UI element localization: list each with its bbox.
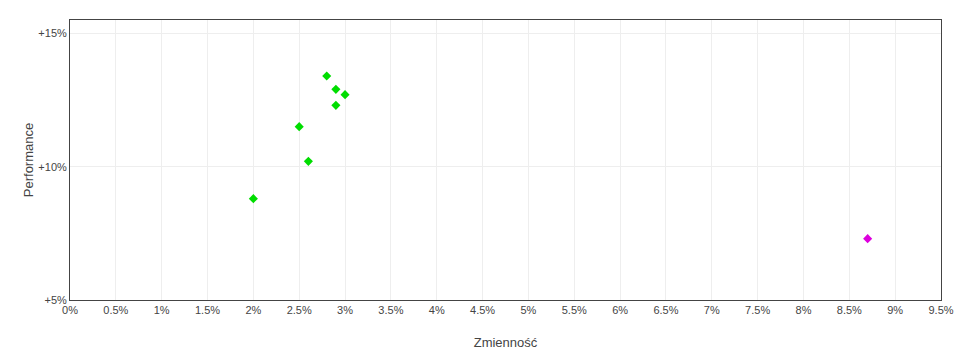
svg-text:5%: 5% — [520, 304, 536, 316]
svg-text:4.5%: 4.5% — [470, 304, 495, 316]
svg-text:+5%: +5% — [44, 294, 67, 306]
svg-text:2%: 2% — [245, 304, 261, 316]
svg-text:9%: 9% — [887, 304, 903, 316]
svg-text:Performance: Performance — [21, 123, 36, 197]
svg-text:1%: 1% — [154, 304, 170, 316]
svg-text:6%: 6% — [612, 304, 628, 316]
svg-text:3%: 3% — [337, 304, 353, 316]
svg-text:+10%: +10% — [38, 161, 67, 173]
svg-text:1.5%: 1.5% — [195, 304, 220, 316]
svg-text:9.5%: 9.5% — [928, 304, 953, 316]
svg-text:0.5%: 0.5% — [103, 304, 128, 316]
svg-text:3.5%: 3.5% — [378, 304, 403, 316]
svg-text:8%: 8% — [796, 304, 812, 316]
svg-text:4%: 4% — [429, 304, 445, 316]
svg-text:Zmienność: Zmienność — [474, 335, 538, 350]
svg-text:8.5%: 8.5% — [837, 304, 862, 316]
svg-text:7.5%: 7.5% — [745, 304, 770, 316]
svg-text:+15%: +15% — [38, 27, 67, 39]
svg-text:7%: 7% — [704, 304, 720, 316]
svg-text:0%: 0% — [62, 304, 78, 316]
svg-text:5.5%: 5.5% — [562, 304, 587, 316]
svg-text:6.5%: 6.5% — [653, 304, 678, 316]
svg-text:2.5%: 2.5% — [287, 304, 312, 316]
